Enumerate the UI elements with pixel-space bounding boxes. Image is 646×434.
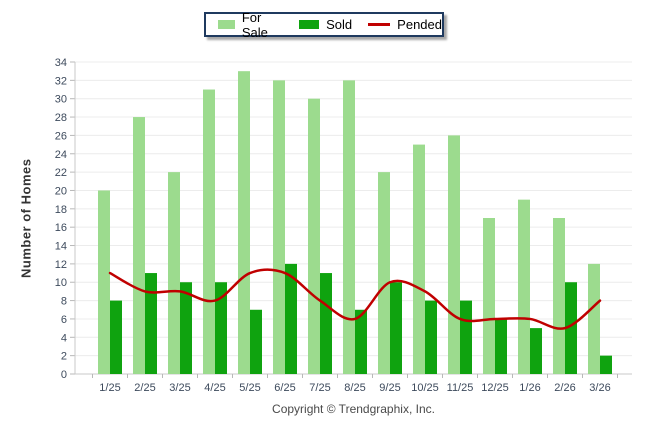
legend-item-for-sale: For Sale: [218, 10, 283, 40]
for-sale-bar-2/25: [133, 117, 145, 374]
y-tick-label: 10: [55, 277, 67, 289]
sold-bar-6/25: [285, 263, 297, 374]
y-tick-label: 12: [55, 259, 67, 271]
for-sale-bar-10/25: [413, 144, 425, 374]
y-tick-label: 0: [61, 369, 67, 381]
y-tick-label: 32: [55, 75, 67, 87]
sold-bar-4/25: [215, 282, 227, 374]
for-sale-bar-7/25: [308, 98, 320, 375]
for-sale-bar-3/25: [168, 172, 180, 374]
for-sale-bar-1/25: [98, 190, 110, 374]
pended-line-swatch-icon: [368, 23, 391, 26]
for-sale-bar-11/25: [448, 135, 460, 374]
y-tick-label: 24: [55, 149, 67, 161]
sold-bar-7/25: [320, 273, 332, 374]
sold-bar-5/25: [250, 309, 262, 374]
sold-bar-3/25: [180, 282, 192, 374]
sold-bar-2/26: [565, 282, 577, 374]
for-sale-swatch-icon: [218, 20, 235, 29]
chart-legend: For Sale Sold Pended: [204, 10, 444, 40]
for-sale-bar-2/26: [553, 218, 565, 374]
y-tick-label: 14: [55, 241, 67, 253]
x-tick-label: 1/26: [519, 382, 540, 394]
sold-swatch-icon: [299, 20, 320, 29]
for-sale-bar-4/25: [203, 89, 215, 374]
y-tick-label: 6: [61, 314, 67, 326]
legend-item-pended: Pended: [368, 17, 442, 32]
for-sale-bar-3/26: [588, 263, 600, 374]
x-tick-label: 12/25: [481, 382, 509, 394]
for-sale-bar-5/25: [238, 71, 250, 375]
pended-line: [108, 268, 602, 330]
sold-bar-8/25: [355, 309, 367, 374]
sold-bar-12/25: [495, 318, 507, 374]
y-tick-label: 20: [55, 185, 67, 197]
copyright-text: Copyright © Trendgraphix, Inc.: [272, 402, 435, 416]
y-tick-label: 18: [55, 204, 67, 216]
sold-bar-1/26: [530, 328, 542, 374]
y-tick-label: 30: [55, 94, 67, 106]
legend-label-for-sale: For Sale: [241, 9, 268, 40]
x-tick-label: 3/25: [169, 382, 190, 394]
x-tick-label: 5/25: [239, 382, 260, 394]
x-tick-label: 1/25: [99, 382, 120, 394]
sold-bar-1/25: [110, 300, 122, 374]
y-tick-label: 28: [55, 112, 67, 124]
x-tick-label: 8/25: [344, 382, 365, 394]
sold-bar-3/26: [600, 355, 612, 374]
y-tick-label: 16: [55, 222, 67, 234]
for-sale-bar-9/25: [378, 172, 390, 374]
y-tick-label: 26: [55, 130, 67, 142]
x-tick-label: 11/25: [447, 382, 474, 394]
for-sale-bar-8/25: [343, 80, 355, 375]
for-sale-bar-1/26: [518, 199, 530, 374]
x-tick-label: 9/25: [379, 382, 400, 394]
sold-bar-10/25: [425, 300, 437, 374]
y-tick-label: 8: [61, 296, 67, 308]
x-tick-label: 7/25: [309, 382, 330, 394]
legend-item-sold: Sold: [299, 17, 352, 32]
sold-bar-9/25: [390, 282, 402, 374]
x-tick-label: 2/25: [134, 382, 155, 394]
x-tick-label: 2/26: [554, 382, 575, 394]
y-tick-label: 2: [61, 351, 67, 363]
x-tick-label: 4/25: [204, 382, 225, 394]
legend-label-sold: Sold: [326, 17, 353, 32]
legend-label-pended: Pended: [397, 17, 442, 32]
x-tick-label: 6/25: [274, 382, 295, 394]
for-sale-bar-6/25: [273, 80, 285, 375]
y-tick-label: 4: [61, 332, 67, 344]
y-tick-label: 34: [55, 57, 67, 69]
sold-bar-11/25: [460, 300, 472, 374]
x-tick-label: 3/26: [589, 382, 610, 394]
x-tick-label: 10/25: [411, 382, 439, 394]
sold-bar-2/25: [145, 273, 157, 374]
for-sale-bar-12/25: [483, 218, 495, 374]
y-tick-label: 22: [55, 167, 67, 179]
